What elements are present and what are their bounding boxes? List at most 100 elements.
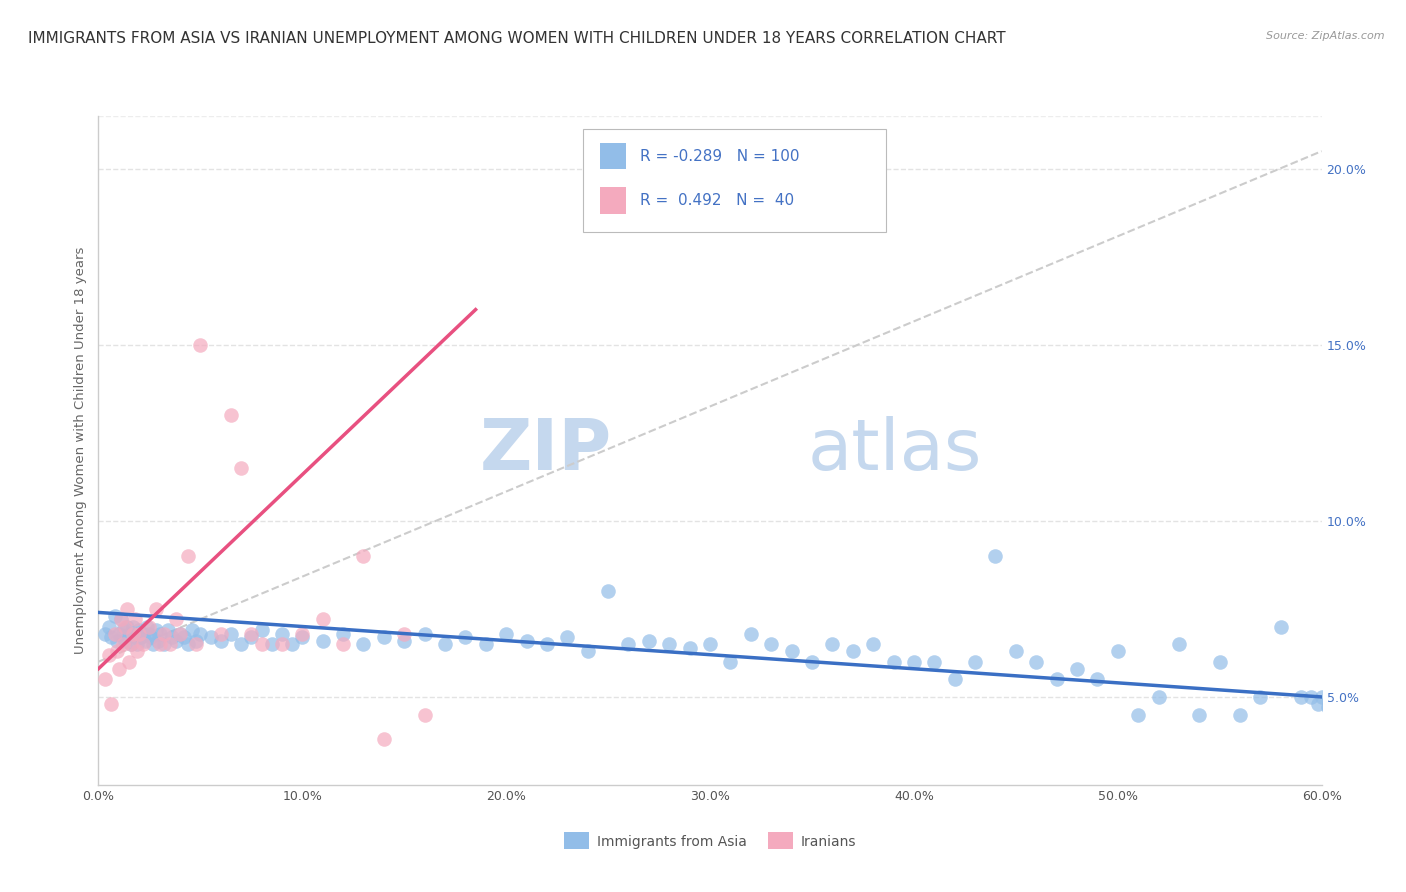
Legend: Immigrants from Asia, Iranians: Immigrants from Asia, Iranians [558,827,862,855]
Point [138,626,160,640]
Point [146,633,169,648]
Point [240,630,263,644]
Text: R =  0.492   N =  40: R = 0.492 N = 40 [640,194,794,208]
Point [270,637,294,651]
Point [100,630,122,644]
Point [124,612,146,626]
Point [801,655,824,669]
Point [281,637,304,651]
Point [111,637,134,651]
Point [1004,644,1026,658]
Point [637,633,661,648]
Point [169,626,191,640]
Point [883,655,905,669]
Point [110,612,132,626]
Point [149,637,172,651]
Text: IMMIGRANTS FROM ASIA VS IRANIAN UNEMPLOYMENT AMONG WOMEN WITH CHILDREN UNDER 18 : IMMIGRANTS FROM ASIA VS IRANIAN UNEMPLOY… [28,31,1005,46]
Point [260,637,283,651]
Point [862,637,884,651]
Point [128,623,150,637]
Point [617,637,640,651]
Point [679,640,702,655]
Point [110,612,132,626]
Text: Source: ZipAtlas.com: Source: ZipAtlas.com [1267,31,1385,41]
Point [576,644,599,658]
Point [93,626,115,640]
Point [332,637,354,651]
Point [177,637,200,651]
Point [165,633,187,648]
Point [291,626,314,640]
Point [250,637,273,651]
Point [231,461,253,475]
Point [219,626,242,640]
Point [186,633,208,648]
Point [145,602,167,616]
Point [93,673,115,687]
Point [1107,644,1129,658]
Point [312,612,335,626]
Point [136,619,159,633]
Point [177,549,200,563]
Point [1270,619,1292,633]
Point [108,626,131,640]
Point [922,655,945,669]
Point [159,637,181,651]
Point [841,644,863,658]
Point [250,623,273,637]
Point [105,644,128,658]
Point [1066,662,1088,676]
Point [516,633,538,648]
Point [152,626,174,640]
Point [118,655,141,669]
Point [1320,690,1343,704]
Point [114,619,136,633]
Point [474,637,498,651]
Point [169,626,191,640]
Y-axis label: Unemployment Among Women with Children Under 18 years: Unemployment Among Women with Children U… [75,247,87,654]
Point [149,626,172,640]
Point [1147,690,1170,704]
Point [138,619,160,633]
Point [127,637,149,651]
Point [115,602,138,616]
Point [434,637,457,651]
Point [108,662,131,676]
Point [209,633,232,648]
Point [97,648,120,662]
Point [114,633,136,648]
Point [332,626,354,640]
Point [152,637,174,651]
Point [1306,697,1329,711]
Point [100,697,122,711]
Point [145,623,167,637]
Point [943,673,966,687]
Point [1316,700,1339,714]
Point [231,637,253,651]
Point [156,623,179,637]
Point [128,626,150,640]
Point [699,637,721,651]
Point [129,630,152,644]
Point [1291,690,1313,704]
Point [1229,707,1251,722]
Point [291,630,314,644]
Point [598,584,620,599]
Point [1045,673,1069,687]
Point [181,623,204,637]
Point [111,623,134,637]
Point [392,626,416,640]
Point [240,626,263,640]
Point [132,626,155,640]
Point [200,630,222,644]
Point [740,626,762,640]
Point [392,633,416,648]
Point [105,633,128,648]
Point [984,549,1007,563]
Point [373,732,395,747]
Point [1188,707,1211,722]
Point [903,655,925,669]
Point [188,626,212,640]
Point [761,637,783,651]
Point [413,626,436,640]
